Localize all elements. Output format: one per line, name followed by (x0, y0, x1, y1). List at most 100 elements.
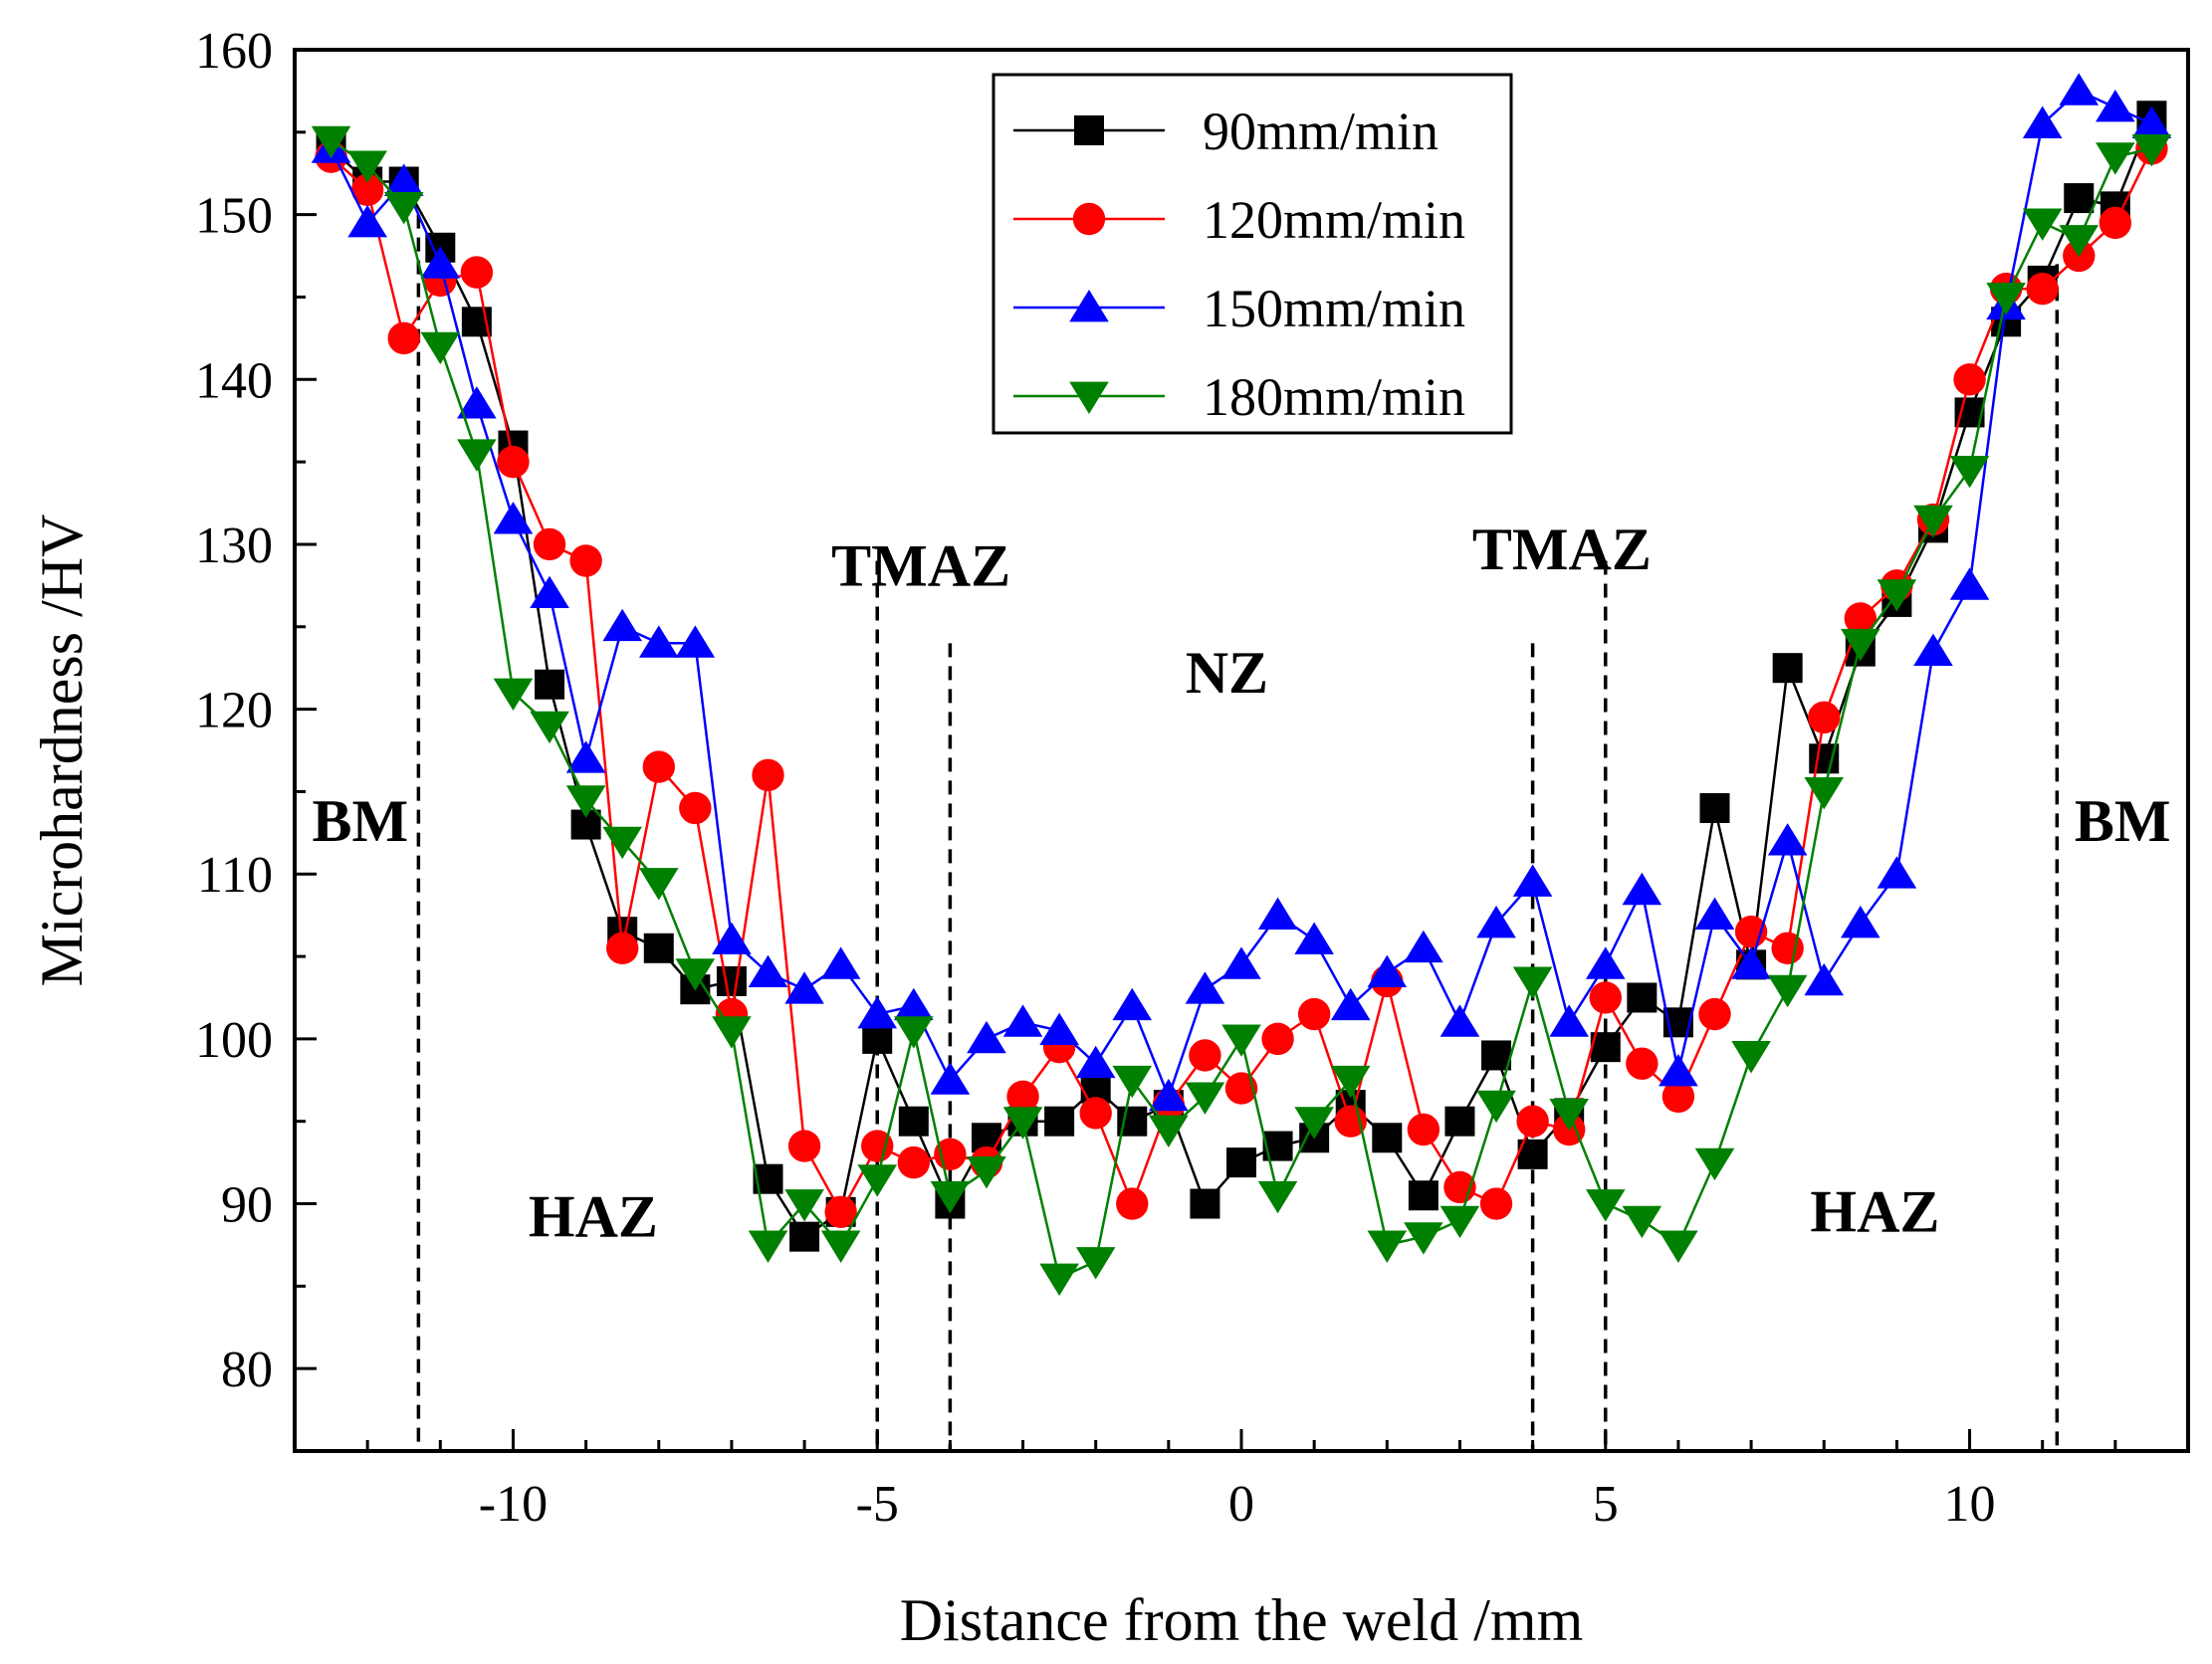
data-point (565, 785, 606, 818)
data-point (1734, 916, 1768, 948)
legend-label: 150mm/min (1203, 279, 1465, 338)
data-point (1698, 997, 1731, 1031)
data-point (1079, 1097, 1112, 1130)
data-point (1006, 1080, 1039, 1114)
data-point (1516, 1105, 1549, 1138)
data-point (824, 1195, 857, 1229)
data-point (748, 1230, 788, 1263)
data-point (1767, 974, 1808, 1008)
data-point (1479, 1187, 1513, 1220)
data-point (1002, 1004, 1043, 1037)
data-point (530, 575, 569, 609)
data-point (2131, 105, 2172, 138)
legend-label: 180mm/min (1203, 367, 1465, 427)
data-point (1367, 1230, 1408, 1263)
data-point (1877, 856, 1917, 889)
data-point (605, 932, 639, 964)
y-tick-label: 80 (221, 1342, 273, 1398)
data-point (1841, 628, 1880, 662)
data-point (1804, 777, 1845, 810)
data-point (894, 1016, 934, 1049)
y-tick-label: 150 (195, 188, 273, 245)
x-tick-label: 5 (1593, 1476, 1619, 1533)
data-point (1372, 1123, 1403, 1153)
zone-labels: BM HAZ TMAZ NZ TMAZ HAZ BM (313, 517, 2171, 1250)
data-point (602, 608, 642, 642)
data-point (1622, 1205, 1662, 1239)
axis-ticks: -10 -5 0 5 10 80 90 100 110 120 130 140 150 160 (195, 23, 2190, 1533)
data-point (420, 331, 461, 365)
data-point (387, 321, 420, 355)
data-point (1589, 981, 1622, 1014)
y-tick-label: 130 (195, 518, 273, 574)
data-point (457, 439, 497, 472)
data-point (1949, 567, 1990, 600)
data-point (565, 740, 606, 773)
y-tick-label: 160 (195, 23, 273, 80)
zone-label-bm: BM (313, 788, 409, 854)
data-point (784, 1189, 824, 1222)
data-point (1224, 1072, 1258, 1105)
zone-label-tmaz: TMAZ (831, 532, 1010, 598)
x-tick-label: 0 (1228, 1476, 1254, 1533)
data-point (1731, 1041, 1771, 1074)
data-point (1044, 1106, 1075, 1137)
data-point (1622, 872, 1662, 906)
data-point (1189, 1039, 1221, 1072)
data-point (1767, 823, 1808, 856)
data-point (497, 445, 530, 479)
x-tick-label: -5 (856, 1476, 899, 1533)
data-point (1694, 897, 1735, 931)
data-point (1190, 1188, 1220, 1219)
data-point (1407, 1113, 1440, 1146)
data-point (530, 711, 569, 744)
data-point (2059, 225, 2100, 258)
data-point (857, 1164, 898, 1197)
data-point (1074, 115, 1104, 145)
data-point (1661, 1080, 1695, 1114)
legend: 90mm/min 120mm/min 150mm/min 180mm/min (992, 73, 1513, 435)
data-point (2059, 73, 2100, 105)
data-point (1549, 1004, 1589, 1037)
data-point (861, 1130, 894, 1162)
series-180mm-min (311, 125, 2172, 1297)
y-tick-label: 110 (197, 847, 273, 904)
data-point (457, 386, 497, 419)
data-point (930, 1062, 971, 1095)
data-point (675, 625, 716, 658)
data-point (493, 678, 534, 712)
data-point (2131, 133, 2172, 167)
data-point (1072, 202, 1106, 236)
data-point (643, 933, 674, 963)
data-point (1330, 1065, 1371, 1099)
data-point (642, 750, 675, 783)
data-point (1294, 922, 1334, 954)
data-point (1149, 1115, 1189, 1147)
data-point (2026, 272, 2059, 306)
data-point (1476, 905, 1516, 938)
y-tick-label: 120 (195, 683, 273, 739)
data-point (2022, 105, 2063, 138)
zone-label-nz: NZ (1186, 640, 1268, 706)
data-point (1585, 946, 1626, 979)
y-axis-title: Microhardness /HV (29, 515, 95, 987)
data-point (311, 125, 351, 159)
data-point (787, 1130, 821, 1162)
data-point (569, 544, 602, 577)
data-point (1404, 1222, 1443, 1255)
data-point (2096, 89, 2135, 122)
data-point (1075, 1247, 1116, 1280)
data-point (1221, 1024, 1261, 1057)
data-point (967, 1020, 1006, 1054)
data-point (784, 971, 824, 1004)
data-point (857, 996, 898, 1029)
data-point (1185, 1082, 1225, 1115)
data-point (638, 868, 679, 901)
y-tick-label: 100 (195, 1012, 273, 1069)
data-point (533, 527, 566, 561)
x-tick-label: 10 (1944, 1476, 1996, 1533)
data-point (1116, 1187, 1149, 1220)
y-tick-label: 90 (221, 1177, 273, 1234)
data-point (602, 826, 642, 860)
data-point (1481, 1040, 1512, 1071)
